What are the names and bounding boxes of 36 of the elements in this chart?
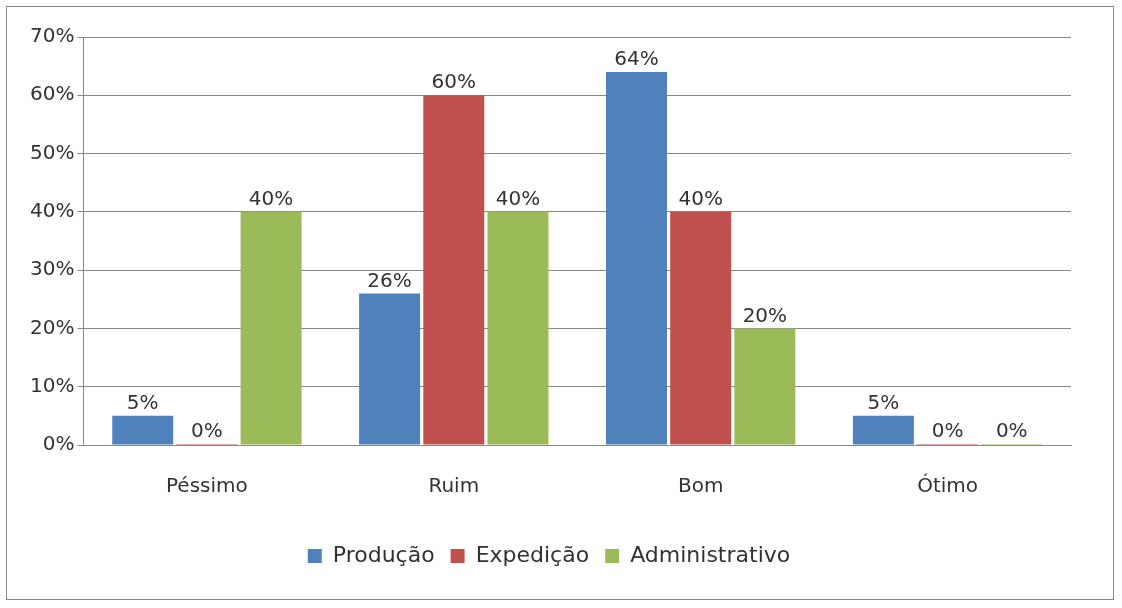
data-label: 40%	[495, 186, 541, 211]
y-tick-label: 0%	[42, 431, 75, 456]
data-label: 0%	[191, 418, 223, 443]
data-label: 40%	[248, 186, 294, 211]
data-label: 0%	[931, 418, 964, 443]
y-tick-label: 10%	[30, 372, 75, 397]
y-tick-label: 60%	[30, 81, 75, 106]
legend-label: Administrativo	[630, 541, 791, 567]
x-tick-label: Bom	[677, 473, 724, 498]
data-label: 40%	[678, 186, 723, 211]
y-tick-label: 20%	[30, 314, 75, 339]
bar	[852, 415, 914, 445]
legend-label: Expedição	[475, 541, 590, 567]
bar	[487, 211, 549, 445]
y-tick-label: 40%	[30, 198, 75, 223]
bar	[423, 95, 485, 445]
bar	[112, 415, 174, 445]
y-tick-label: 30%	[30, 256, 75, 281]
data-label: 64%	[614, 46, 659, 71]
legend-label: Produção	[332, 541, 435, 567]
data-label: 5%	[867, 390, 900, 415]
data-label: 26%	[367, 267, 412, 292]
bar	[670, 211, 732, 445]
data-label: 5%	[126, 390, 159, 415]
bar	[605, 71, 667, 445]
data-label: 0%	[995, 418, 1028, 443]
x-tick-label: Ruim	[428, 473, 480, 498]
x-tick-label: Péssimo	[166, 473, 248, 498]
bar	[734, 328, 796, 445]
bar	[359, 293, 421, 445]
data-label: 20%	[742, 302, 788, 327]
y-tick-label: 50%	[30, 139, 75, 164]
bar	[240, 211, 302, 445]
data-label: 60%	[431, 69, 477, 94]
x-tick-label: Ótimo	[917, 473, 978, 498]
y-tick-label: 70%	[30, 23, 75, 48]
